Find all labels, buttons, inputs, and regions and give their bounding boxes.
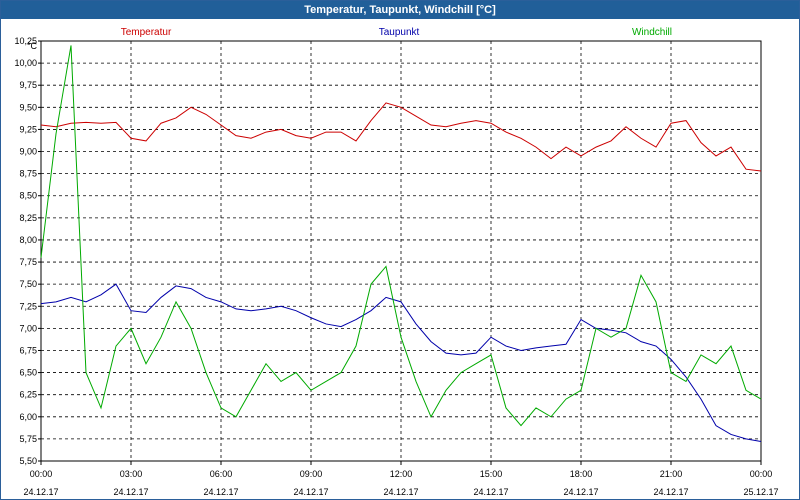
y-tick-label: 5,50 (19, 456, 37, 466)
legend-taupunkt: Taupunkt (379, 27, 420, 38)
y-tick-label: 10,25 (14, 36, 37, 46)
y-tick-label: 6,75 (19, 345, 37, 355)
y-tick-label: 5,75 (19, 434, 37, 444)
y-tick-label: 9,25 (19, 124, 37, 134)
y-tick-label: 6,25 (19, 390, 37, 400)
x-tick-date: 24.12.17 (473, 487, 508, 497)
y-tick-label: 8,00 (19, 235, 37, 245)
series-line-temperatur (40, 102, 762, 172)
series-line-taupunkt (40, 283, 762, 443)
y-tick-label: 8,75 (19, 169, 37, 179)
y-tick-label: 7,25 (19, 301, 37, 311)
x-tick-date: 25.12.17 (743, 487, 778, 497)
y-tick-label: 7,75 (19, 257, 37, 267)
y-tick-label: 8,50 (19, 191, 37, 201)
x-tick-date: 24.12.17 (383, 487, 418, 497)
y-tick-label: 9,75 (19, 80, 37, 90)
x-tick-date: 24.12.17 (293, 487, 328, 497)
y-tick-label: 7,50 (19, 279, 37, 289)
x-tick-date: 24.12.17 (203, 487, 238, 497)
x-tick-time: 12:00 (390, 469, 413, 479)
y-tick-label: 10,00 (14, 58, 37, 68)
x-tick-time: 09:00 (300, 469, 323, 479)
y-tick-label: 6,00 (19, 412, 37, 422)
y-tick-label: 9,50 (19, 102, 37, 112)
window-title: Temperatur, Taupunkt, Windchill [°C] (1, 1, 799, 19)
legend-temperatur: Temperatur (121, 27, 172, 38)
x-tick-time: 06:00 (210, 469, 233, 479)
x-tick-date: 24.12.17 (653, 487, 688, 497)
x-tick-date: 24.12.17 (113, 487, 148, 497)
y-tick-label: 7,00 (19, 323, 37, 333)
x-tick-time: 15:00 (480, 469, 503, 479)
x-tick-time: 18:00 (570, 469, 593, 479)
x-tick-time: 21:00 (660, 469, 683, 479)
y-tick-label: 6,50 (19, 368, 37, 378)
x-tick-time: 00:00 (750, 469, 773, 479)
legend-windchill: Windchill (632, 27, 672, 38)
y-tick-label: 8,25 (19, 213, 37, 223)
x-tick-time: 00:00 (30, 469, 53, 479)
x-tick-time: 03:00 (120, 469, 143, 479)
x-tick-date: 24.12.17 (23, 487, 58, 497)
series-line-windchill (40, 45, 762, 427)
y-axis-unit: °C (27, 41, 38, 51)
y-tick-label: 9,00 (19, 147, 37, 157)
x-tick-date: 24.12.17 (563, 487, 598, 497)
